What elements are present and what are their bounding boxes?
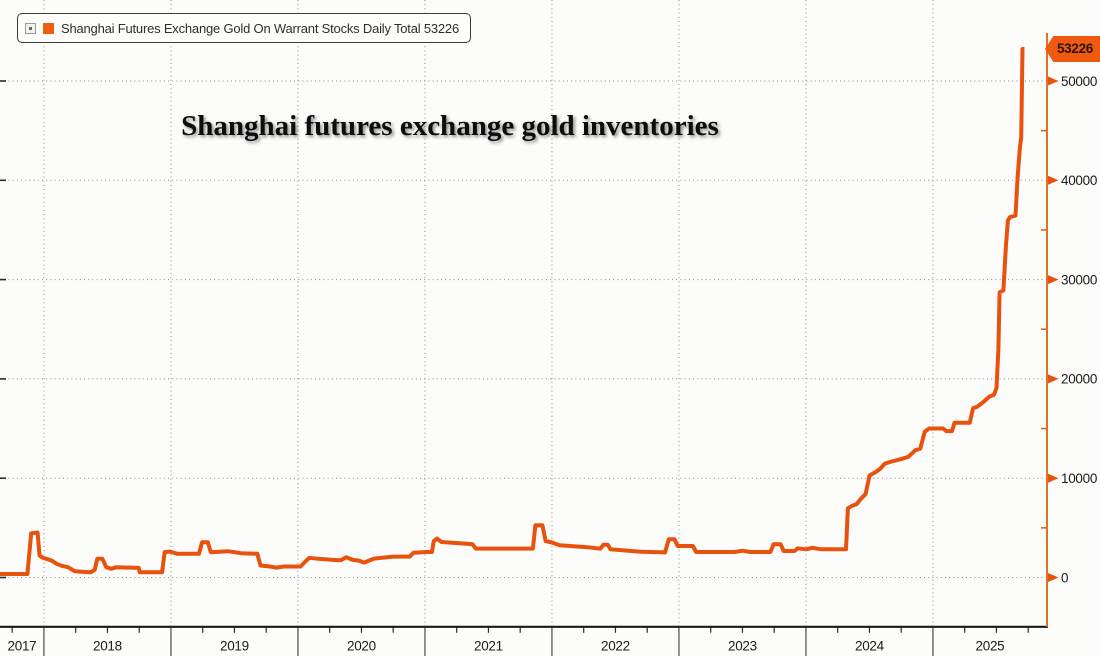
y-axis-tick-arrow: [1048, 76, 1059, 86]
y-axis-label: 50000: [1061, 74, 1097, 89]
x-axis-label: 2017: [8, 639, 37, 654]
legend-collapse-icon[interactable]: [25, 22, 36, 34]
x-axis-label: 2018: [93, 639, 122, 654]
x-axis-label: 2022: [601, 639, 630, 654]
y-axis-label: 0: [1061, 570, 1068, 585]
x-axis-label: 2025: [976, 639, 1005, 654]
y-axis-label: 30000: [1061, 272, 1097, 287]
y-axis-tick-arrow: [1048, 175, 1059, 185]
y-axis-tick-arrow: [1048, 573, 1059, 582]
y-axis-label: 20000: [1061, 372, 1097, 387]
x-axis-label: 2020: [347, 639, 376, 654]
x-axis-label: 2023: [728, 639, 757, 654]
y-axis-label: 10000: [1061, 471, 1097, 486]
x-axis-label: 2024: [855, 639, 885, 654]
legend-series-label: Shanghai Futures Exchange Gold On Warran…: [61, 20, 459, 36]
y-axis-label: 40000: [1061, 173, 1097, 188]
data-line: [0, 47, 1025, 576]
last-value-tag: 53226: [1045, 36, 1100, 62]
y-axis-tick-arrow: [1048, 275, 1059, 285]
x-axis-label: 2019: [220, 639, 249, 654]
y-axis-tick-arrow: [1048, 473, 1059, 483]
legend-series-swatch: [43, 22, 54, 34]
x-axis-label: 2021: [474, 639, 503, 654]
legend[interactable]: Shanghai Futures Exchange Gold On Warran…: [17, 13, 471, 43]
y-axis-tick-arrow: [1048, 374, 1059, 384]
